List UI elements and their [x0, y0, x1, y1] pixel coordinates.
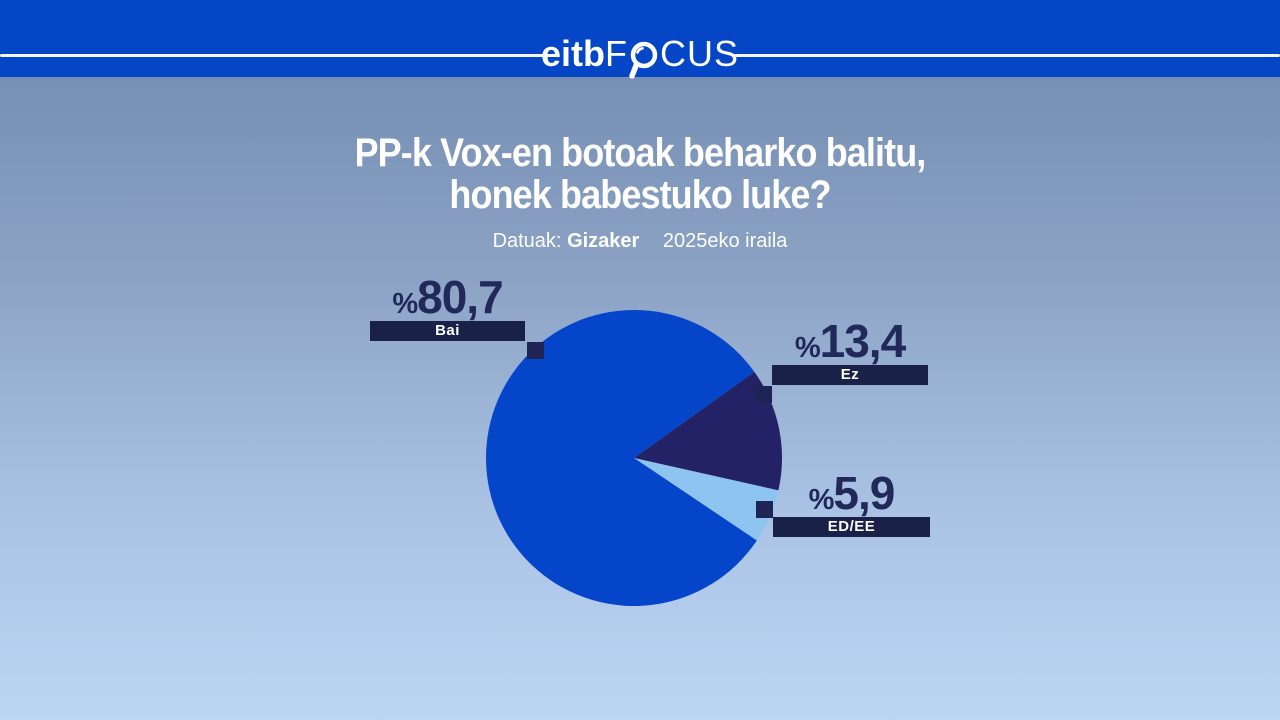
eitb-focus-logo: eitb F CUS — [540, 24, 740, 79]
pie-chart — [485, 309, 783, 607]
bai-value: %80,7 — [370, 274, 525, 321]
source-name: Gizaker — [567, 230, 640, 252]
edee-label-bar: ED/EE — [773, 517, 930, 537]
source-label: Datuak: — [492, 230, 562, 252]
header-bar: eitb F CUS — [0, 0, 1280, 79]
edee-value: %5,9 — [773, 470, 930, 517]
ez-value-number: 13,4 — [819, 315, 907, 367]
pie-slice-ed-ee — [634, 458, 779, 541]
callout-ez: %13,4 Ez — [755, 318, 928, 403]
percent-sign: % — [808, 484, 835, 516]
poll-question-title: PP-k Vox-en botoak beharko balitu, honek… — [64, 132, 1216, 216]
edee-connector-square — [756, 501, 773, 518]
logo-focus-f: F — [605, 33, 628, 74]
ez-value: %13,4 — [772, 318, 928, 365]
pie-slice-ez — [634, 371, 783, 491]
data-source: Datuak: Gizaker 2025eko iraila — [0, 230, 1280, 253]
header-line-left — [0, 54, 546, 57]
ez-connector-square — [755, 386, 772, 403]
bai-value-number: 80,7 — [417, 271, 504, 323]
logo-eitb-text: eitb — [540, 33, 605, 74]
poll-date: 2025eko iraila — [662, 230, 788, 252]
header-line-right — [734, 54, 1280, 57]
callout-edee: %5,9 ED/EE — [756, 470, 930, 537]
title-line-2: honek babestuko luke? — [449, 173, 831, 217]
ez-label-bar: Ez — [772, 365, 928, 385]
bai-label-bar: Bai — [370, 321, 525, 341]
magnifying-glass-icon — [629, 41, 658, 79]
pie-slice-bai — [485, 309, 757, 607]
callout-bai: %80,7 Bai — [370, 274, 544, 359]
percent-sign: % — [392, 288, 418, 320]
percent-sign: % — [794, 332, 821, 364]
logo-focus-cus: CUS — [660, 33, 740, 74]
bai-connector-square — [527, 342, 544, 359]
title-line-1: PP-k Vox-en botoak beharko balitu, — [354, 131, 927, 175]
edee-value-number: 5,9 — [833, 467, 895, 519]
